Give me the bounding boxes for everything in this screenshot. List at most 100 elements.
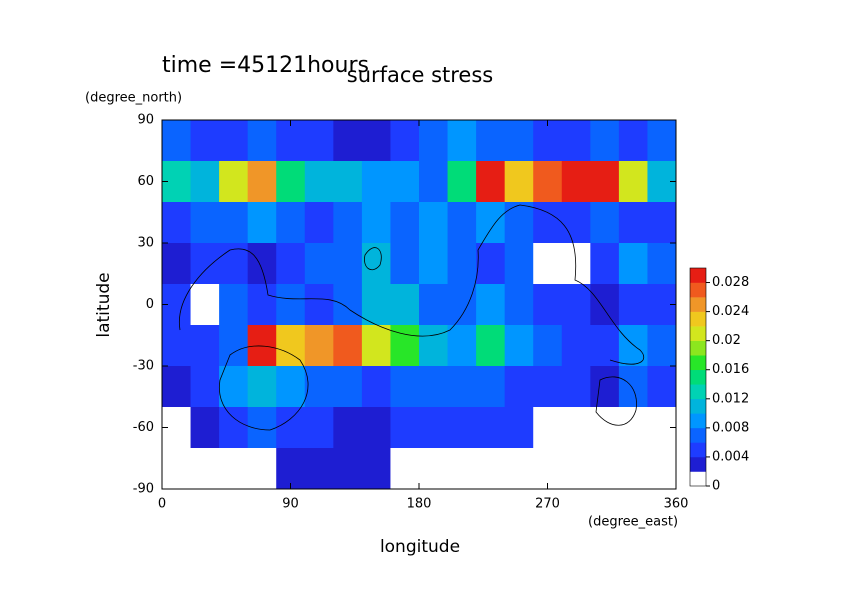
axes: 0 90 180 270 360 -90 -60 -30 0 30 60 90 0 0.004 0.008 0… (133, 113, 749, 512)
field-cell (419, 161, 449, 203)
field-cell (590, 161, 620, 203)
field-cell (561, 202, 591, 244)
field-cell (476, 202, 506, 244)
field-cell (447, 448, 477, 490)
field-cell (533, 161, 563, 203)
field-cell (419, 407, 449, 449)
field-cell (247, 366, 277, 408)
field-cell (247, 243, 277, 285)
field-cell (304, 366, 334, 408)
contour-field (162, 120, 677, 490)
colorbar-tick-label: 0.004 (712, 449, 749, 464)
field-cell (504, 366, 534, 408)
colorbar-swatch (690, 413, 706, 429)
colorbar-swatch (690, 471, 706, 487)
colorbar-swatch (690, 384, 706, 400)
field-cell (561, 161, 591, 203)
field-cell (504, 325, 534, 367)
field-cell (647, 366, 677, 408)
y-tick-label: 60 (137, 174, 154, 189)
field-cell (618, 284, 648, 326)
field-cell (304, 202, 334, 244)
field-cell (390, 448, 420, 490)
field-cell (561, 284, 591, 326)
field-cell (504, 202, 534, 244)
field-cell (304, 161, 334, 203)
x-tick-label: 180 (407, 497, 432, 512)
y-tick-label: 30 (137, 236, 154, 251)
y-tick-label: -60 (133, 420, 154, 435)
field-cell (419, 243, 449, 285)
field-cell (190, 366, 220, 408)
field-cell (247, 448, 277, 490)
field-cell (476, 120, 506, 162)
field-cell (333, 243, 363, 285)
field-cell (561, 366, 591, 408)
field-cell (419, 202, 449, 244)
field-cell (276, 366, 306, 408)
field-cell (162, 448, 192, 490)
y-units: (degree_north) (85, 91, 182, 106)
field-cell (219, 161, 249, 203)
chart-title: surface stress (347, 63, 493, 87)
field-cell (304, 120, 334, 162)
coastline (218, 345, 309, 431)
x-tick-label: 360 (664, 497, 689, 512)
field-cell (647, 448, 677, 490)
colorbar-swatch (690, 398, 706, 414)
colorbar-swatch (690, 297, 706, 312)
colorbar-swatch (690, 442, 706, 458)
field-cell (390, 202, 420, 244)
field-cell (304, 243, 334, 285)
field-cell (618, 161, 648, 203)
field-cell (190, 161, 220, 203)
colorbar-frame (689, 267, 707, 487)
field-cell (590, 407, 620, 449)
y-tick-label: 0 (146, 297, 154, 312)
field-cell (447, 202, 477, 244)
field-cell (190, 120, 220, 162)
field-cell (361, 366, 391, 408)
x-tick-label: 0 (158, 497, 166, 512)
colorbar-swatch (690, 340, 706, 356)
chart-subtitle: time =45121hours (162, 53, 369, 78)
field-cell (504, 284, 534, 326)
field-cell (190, 325, 220, 367)
field-cell (447, 120, 477, 162)
coastlines (178, 204, 645, 431)
field-cell (447, 325, 477, 367)
field-cell (219, 202, 249, 244)
colorbar-tick-label: 0.024 (712, 304, 749, 319)
field-cell (276, 407, 306, 449)
colorbar-swatch (690, 369, 706, 385)
field-cell (504, 448, 534, 490)
field-cell (219, 448, 249, 490)
field-cell (390, 284, 420, 326)
field-cell (647, 243, 677, 285)
field-cell (162, 202, 192, 244)
field-cell (190, 243, 220, 285)
field-cell (304, 284, 334, 326)
field-cell (504, 161, 534, 203)
field-cell (476, 407, 506, 449)
field-cell (247, 161, 277, 203)
colorbar-tick-label: 0.02 (712, 333, 741, 348)
field-cell (333, 448, 363, 490)
coastline (178, 204, 645, 365)
field-cell (447, 161, 477, 203)
x-units: (degree_east) (588, 515, 678, 530)
field-cell (361, 284, 391, 326)
y-tick-label: -30 (133, 359, 154, 374)
field-cell (247, 284, 277, 326)
field-cell (504, 120, 534, 162)
field-cell (219, 407, 249, 449)
field-cell (504, 407, 534, 449)
field-cell (361, 243, 391, 285)
field-cell (276, 202, 306, 244)
field-cell (333, 120, 363, 162)
field-cell (333, 325, 363, 367)
field-cell (219, 325, 249, 367)
field-cell (447, 366, 477, 408)
field-cell (162, 366, 192, 408)
